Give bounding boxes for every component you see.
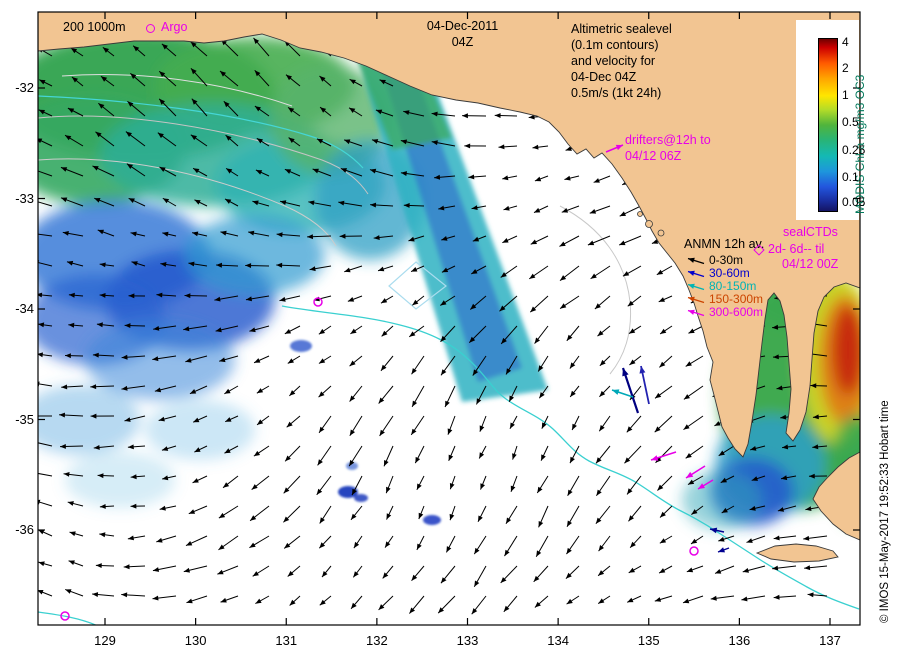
mooring-arrow-icon bbox=[687, 283, 705, 291]
mooring-arrow-icon bbox=[687, 309, 705, 317]
plot-title-time: 04Z bbox=[451, 35, 474, 49]
bathymetry-scale-label: 200 1000m bbox=[63, 20, 126, 34]
drifters-line-1: drifters@12h to bbox=[625, 133, 711, 147]
colorbar-tick-label: 1 bbox=[842, 88, 849, 103]
mooring-depth-label: 30-60m bbox=[709, 266, 750, 280]
colorbar-tick-label: 0.5 bbox=[842, 115, 859, 130]
colorbar-tick-label: 0.1 bbox=[842, 170, 859, 185]
mooring-depth-label: 300-600m bbox=[709, 305, 764, 319]
copyright-note: © IMOS 15-May-2017 19:52:33 Hobart time bbox=[879, 400, 891, 623]
argo-legend-icon bbox=[146, 24, 155, 33]
mooring-arrow-icon bbox=[687, 257, 705, 265]
mooring-arrow-icon bbox=[687, 270, 705, 278]
x-axis-tick-label: 129 bbox=[94, 633, 116, 648]
colorbar bbox=[818, 38, 838, 212]
x-axis-tick-label: 131 bbox=[275, 633, 298, 648]
anmn-legend-row: 150-300m bbox=[684, 293, 764, 306]
anmn-legend-row: 30-60m bbox=[684, 267, 764, 280]
mooring-arrow-icon bbox=[687, 296, 705, 304]
x-axis-tick-label: 133 bbox=[456, 633, 479, 648]
sealctd-title: sealCTDs bbox=[783, 225, 838, 239]
info-line-3: and velocity for bbox=[571, 54, 656, 68]
info-line-1: Altimetric sealevel bbox=[571, 22, 672, 36]
mooring-depth-label: 80-150m bbox=[709, 279, 757, 293]
mooring-depth-label: 0-30m bbox=[709, 253, 744, 267]
colorbar-tick-label: 2 bbox=[842, 60, 849, 75]
anmn-legend-title: ANMN 12h av. bbox=[684, 237, 765, 251]
x-axis-tick-label: 135 bbox=[637, 633, 660, 648]
drifters-line-2: 04/12 06Z bbox=[625, 149, 682, 163]
anmn-legend: ANMN 12h av. 0-30m 30-60m 80-150m 150-300m 3… bbox=[684, 236, 764, 319]
plot-title-date: 04-Dec-2011 bbox=[426, 19, 499, 33]
y-axis-tick-label: -32 bbox=[15, 80, 34, 95]
sealctd-line2: 2d- 6d-- til bbox=[768, 242, 825, 256]
colorbar-tick-label: 0.25 bbox=[842, 143, 866, 158]
anmn-legend-row: 300-600m bbox=[684, 306, 764, 319]
anmn-legend-row: 0-30m bbox=[684, 254, 764, 267]
x-axis-tick-label: 130 bbox=[184, 633, 207, 648]
drifters-legend: drifters@12h to 04/12 06Z bbox=[625, 132, 711, 164]
info-line-5: 0.5m/s (1kt 24h) bbox=[571, 86, 662, 100]
y-axis-tick-label: -35 bbox=[15, 411, 34, 427]
colorbar-tick-label: 0.05 bbox=[842, 195, 866, 210]
y-axis-tick-label: -34 bbox=[15, 301, 34, 316]
x-axis-tick-label: 134 bbox=[547, 633, 569, 648]
x-axis-tick-label: 132 bbox=[366, 633, 388, 648]
x-axis-tick-label: 136 bbox=[728, 633, 751, 648]
info-line-4: 04-Dec 04Z bbox=[571, 70, 637, 84]
info-line-2: (0.1m contours) bbox=[571, 38, 659, 52]
anmn-legend-rows: 0-30m 30-60m 80-150m 150-300m 300-600m bbox=[684, 254, 764, 319]
anmn-legend-row: 80-150m bbox=[684, 280, 764, 293]
sealctd-line3: 04/12 00Z bbox=[782, 257, 839, 271]
y-axis-tick-label: -36 bbox=[15, 522, 34, 537]
mooring-depth-label: 150-300m bbox=[709, 292, 764, 306]
colorbar-tick-label: 4 bbox=[842, 35, 849, 49]
altimetric-info-block: Altimetric sealevel (0.1m contours) and … bbox=[571, 21, 672, 101]
y-axis-tick-label: -33 bbox=[15, 190, 34, 206]
x-axis-tick-label: 137 bbox=[819, 633, 841, 648]
argo-legend-label: Argo bbox=[161, 20, 188, 34]
